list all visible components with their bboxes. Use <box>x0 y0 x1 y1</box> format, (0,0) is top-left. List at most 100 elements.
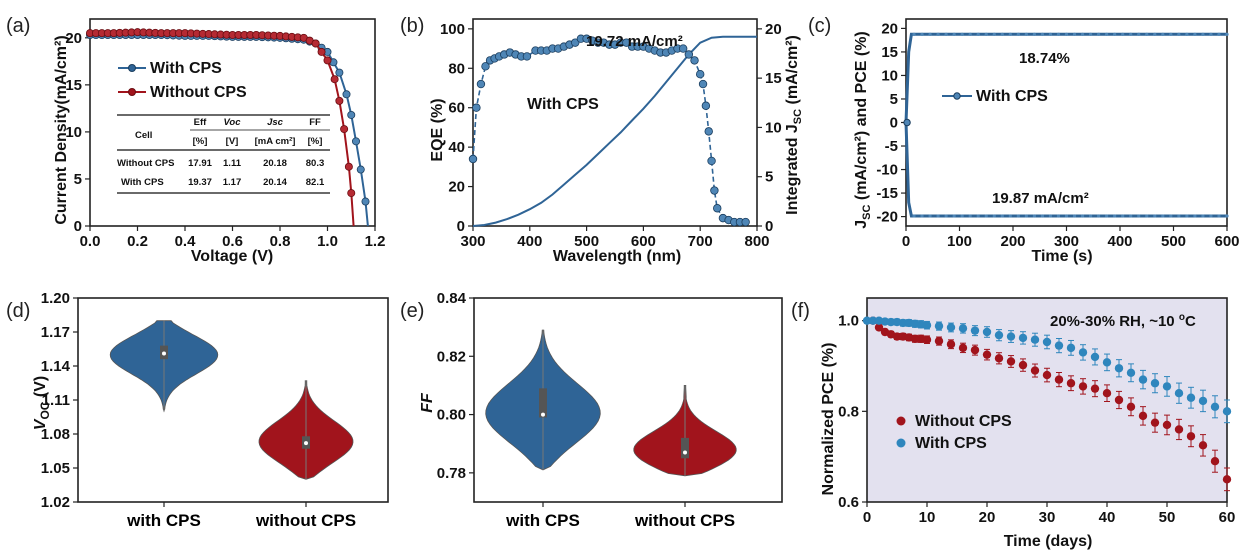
panel-b-x-tick-label: 800 <box>744 233 769 250</box>
panel-a-x-tick-label: 0.4 <box>175 233 197 250</box>
panel-a-y-tick-label: 0 <box>74 218 82 235</box>
panel-c-point <box>976 214 980 218</box>
panel-f-y-tick-label: 0.8 <box>838 403 859 420</box>
panel-c-annotation-top: 18.74% <box>1019 50 1070 67</box>
panel-c-point <box>1217 32 1221 36</box>
panel-c-point <box>1032 32 1036 36</box>
panel-c-point <box>1064 32 1069 36</box>
panel-c-point <box>1129 32 1133 36</box>
panel-f-point <box>1054 341 1064 350</box>
panel-f-point <box>982 327 992 337</box>
panel-b-eqe-point <box>690 56 699 65</box>
panel-b-eqe-point <box>468 154 478 164</box>
panel-f-point <box>1006 332 1016 341</box>
legend-marker-c <box>953 92 961 100</box>
panel-c-point <box>1105 214 1109 218</box>
panel-f-point <box>1102 389 1112 398</box>
panel-c-legend: With CPS <box>942 88 1048 105</box>
panel-d-frame <box>77 297 389 503</box>
panel-f-point <box>1066 343 1076 353</box>
panel-a-x-tick-label: 0.2 <box>127 233 148 250</box>
panel-b-yl-tick-label: 100 <box>440 21 465 38</box>
panel-f-point <box>1078 382 1088 391</box>
panel-e-category-label: with CPS <box>505 511 580 530</box>
panel-c-point <box>952 214 956 218</box>
panel-b-yr-tick-label: 5 <box>765 169 773 186</box>
panel-f-point <box>982 350 992 359</box>
panel-d-y-tick-label: 1.08 <box>41 426 70 443</box>
panel-e-ylabel: FF <box>419 392 436 413</box>
panel-c-y-tick-label: 5 <box>890 91 898 108</box>
panel-d-category-label: without CPS <box>255 511 356 530</box>
panel-a-xlabel: Voltage (V) <box>191 248 273 265</box>
panel-f-point <box>1186 393 1196 402</box>
panel-f-point <box>1042 370 1052 380</box>
panel-b-x-tick-label: 400 <box>517 233 542 250</box>
panel-b-yr-tick-label: 15 <box>765 70 782 87</box>
panel-e-y-tick-label: 0.84 <box>437 290 467 307</box>
panel-b-x-tick-label: 600 <box>631 233 656 250</box>
panel-b-yl-tick-label: 0 <box>457 218 465 235</box>
panel-d-label: (d) <box>6 300 30 322</box>
panel-b-eqe-point <box>710 186 719 195</box>
panel-c-point <box>1129 214 1133 218</box>
panel-c-legend: With CPS <box>976 88 1048 105</box>
panel-c-label: (c) <box>808 15 831 37</box>
panel-b-x-tick-label: 700 <box>688 233 713 250</box>
panel-c-point <box>936 32 940 36</box>
panel-c-point <box>1217 214 1221 218</box>
panel-c-start-point <box>903 118 911 127</box>
panel-c-point <box>912 32 916 36</box>
panel-c-point <box>1137 32 1141 36</box>
panel-f-point <box>1078 348 1088 357</box>
panel-f-x-tick-label: 0 <box>863 509 871 526</box>
panel-f-point <box>1030 335 1040 344</box>
panel-f-plot: 0 10 20 30 40 50 60 0.6 0.8 1.0 <box>838 297 1235 526</box>
panel-a-x-tick-label: 0.6 <box>222 233 243 250</box>
panel-a-x-tick-label: 1.2 <box>365 233 386 250</box>
panel-c-y-tick-label: -10 <box>876 162 898 179</box>
table-header-voc: Voc <box>223 117 241 128</box>
panel-c-point <box>1145 32 1149 36</box>
panel-c-point <box>1048 32 1053 36</box>
panel-c-x-tick-label: 600 <box>1214 233 1239 250</box>
violin-median <box>683 450 687 455</box>
panel-c-point <box>960 32 964 36</box>
panel-a-point <box>317 47 326 56</box>
panel-f-point <box>868 316 878 325</box>
panel-d-y-tick-label: 1.17 <box>41 324 70 341</box>
panel-f-point <box>1222 475 1232 484</box>
panel-b-eqe-point <box>571 38 580 47</box>
panel-f-x-tick-label: 40 <box>1099 509 1116 526</box>
panel-d-y-tick-label: 1.11 <box>42 392 70 409</box>
panel-f-y-tick-label: 0.6 <box>838 494 859 511</box>
panel-f-point <box>1126 368 1136 377</box>
legend-marker-with-cps <box>128 64 136 72</box>
panel-b-eqe-point <box>698 79 708 89</box>
panel-b-eqe-point <box>707 156 716 166</box>
panel-f-x-tick-label: 10 <box>919 509 936 526</box>
panel-f-point <box>934 336 944 346</box>
panel-f-y-tick-label: 1.0 <box>838 313 859 330</box>
legend-with-cps: With CPS <box>150 60 222 77</box>
panel-c-point <box>1105 32 1109 36</box>
parameter-table: Cell Eff Voc Jsc FF [%] [V] [mA cm²] [%]… <box>117 114 330 194</box>
panel-c-point <box>1153 214 1157 218</box>
panel-c-point <box>1080 214 1085 218</box>
violin-box <box>539 388 547 418</box>
panel-c-point <box>1169 32 1173 36</box>
table-row2-voc: 1.17 <box>223 177 242 188</box>
table-header-cell: Cell <box>135 130 152 141</box>
panel-f-point <box>898 318 908 328</box>
panel-c-point <box>1080 32 1085 36</box>
violin-median <box>304 441 308 446</box>
table-row2-eff: 19.37 <box>188 177 212 188</box>
table-row2-cell: With CPS <box>121 177 164 188</box>
panel-f-annotation: 20%-30% RH, ~10 oC <box>1050 312 1196 330</box>
panel-f-label: (f) <box>791 300 810 322</box>
panel-b-yl-tick-label: 60 <box>448 100 465 117</box>
panel-c: (c) 0 100 200 300 400 500 600 -20 -15 -10 -5 0 5 10 15… <box>808 15 1240 265</box>
panel-b-eqe-point <box>481 62 490 71</box>
panel-c-point <box>1169 214 1173 218</box>
table-unit-voc: [V] <box>226 136 239 147</box>
